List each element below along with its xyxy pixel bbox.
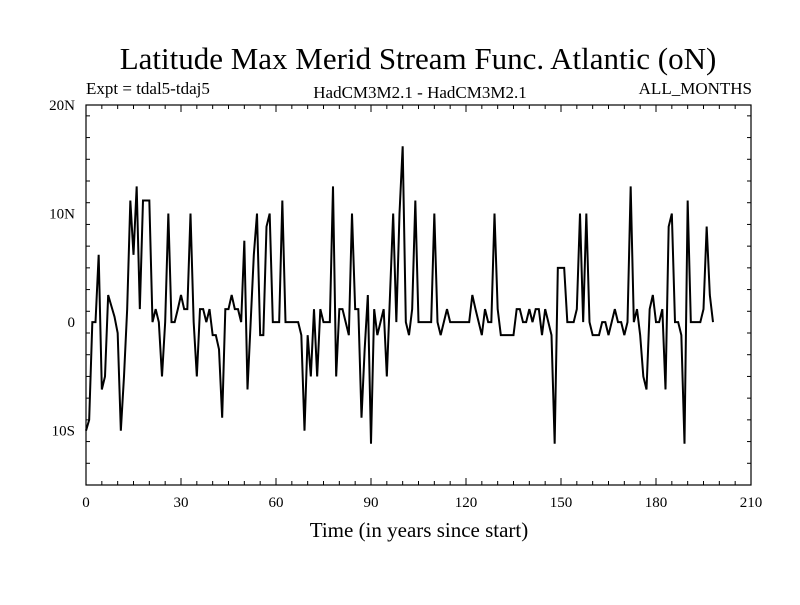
y-tick-label: 20N (49, 98, 75, 114)
y-tick-label: 10S (52, 424, 75, 440)
y-tick-label: 0 (68, 315, 76, 331)
x-tick-label: 90 (364, 495, 379, 511)
x-axis: 0 30 60 90 120 150 180 210 (82, 105, 762, 511)
chart-title: Latitude Max Merid Stream Func. Atlantic… (120, 41, 717, 76)
y-axis: 10S 0 10N 20N (49, 98, 751, 486)
y-tick-label: 10N (49, 207, 75, 223)
x-tick-label: 0 (82, 495, 90, 511)
x-axis-label: Time (in years since start) (310, 518, 529, 542)
model-comparison-label: HadCM3M2.1 - HadCM3M2.1 (313, 83, 526, 102)
x-tick-label: 150 (550, 495, 573, 511)
experiment-label: Expt = tdal5-tdaj5 (86, 79, 210, 98)
x-tick-label: 120 (455, 495, 478, 511)
x-tick-label: 180 (645, 495, 668, 511)
months-label: ALL_MONTHS (639, 79, 752, 98)
x-tick-label: 30 (174, 495, 189, 511)
x-tick-label: 210 (740, 495, 763, 511)
x-tick-label: 60 (269, 495, 284, 511)
data-series-line (85, 146, 714, 444)
